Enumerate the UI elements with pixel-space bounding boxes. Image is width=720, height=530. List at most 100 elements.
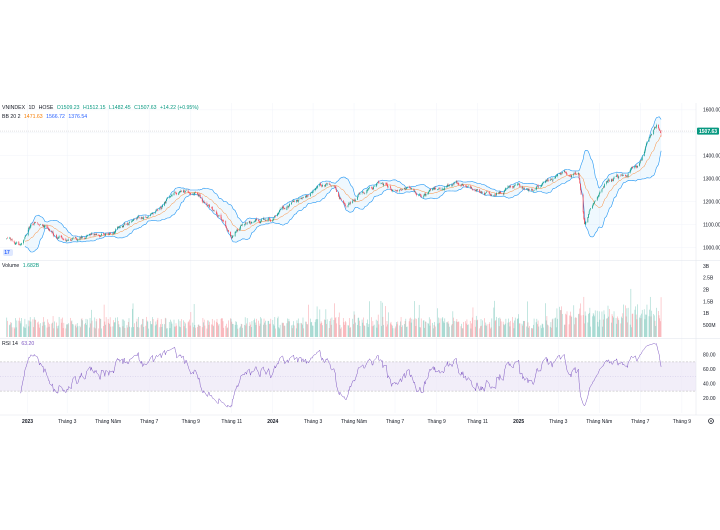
volume-bar (188, 321, 190, 337)
volume-bar (228, 320, 229, 337)
bb-upper-value: 1566.72 (46, 114, 65, 120)
volume-bar (134, 323, 135, 337)
candle-body (242, 224, 243, 225)
volume-bar (189, 319, 190, 337)
candle-body (207, 205, 209, 207)
volume-bar (361, 319, 363, 337)
volume-bar (488, 323, 490, 337)
volume-bar (244, 324, 245, 337)
candle-body (489, 193, 491, 195)
volume-bar (52, 322, 53, 337)
volume-bar (601, 311, 603, 337)
candle-body (86, 235, 88, 238)
volume-bar (129, 326, 131, 337)
volume-bar (616, 323, 618, 337)
volume-bar (178, 319, 180, 337)
candle-body (160, 208, 162, 209)
candle-body (406, 187, 407, 190)
volume-bar (390, 321, 392, 337)
icons: 17 (3, 249, 714, 424)
candle-body (267, 218, 269, 222)
candle-body (159, 208, 161, 210)
volume-bar (260, 317, 262, 337)
volume-bar (545, 303, 546, 337)
volume-bar (46, 327, 48, 337)
volume-bar (255, 325, 257, 337)
candle-body (592, 203, 594, 206)
candle-body (601, 189, 603, 192)
candle-body (414, 190, 415, 192)
candle-body (48, 227, 49, 230)
volume-bar (237, 328, 239, 337)
symbol-label[interactable]: VNINDEX (2, 105, 26, 111)
candle-body (170, 196, 171, 198)
volume-bar (494, 300, 495, 337)
candle-body (230, 231, 231, 237)
candle-body (391, 189, 393, 192)
interval-label[interactable]: 1D (28, 105, 36, 111)
volume-bar (474, 319, 476, 337)
volume-bar (414, 318, 416, 337)
volume-bar (44, 325, 46, 337)
volume-legend[interactable]: Volume 1.682B (2, 263, 41, 270)
volume-bar (215, 321, 217, 337)
volume-bar (21, 318, 22, 337)
candle-body (142, 218, 144, 219)
candle-body (296, 200, 298, 202)
volume-bar (496, 316, 497, 337)
volume-bar (122, 326, 124, 337)
volume-bar (272, 319, 274, 337)
candle-body (199, 194, 200, 196)
volume-bar (277, 316, 279, 337)
candle-body (46, 225, 48, 228)
gear-icon[interactable] (708, 418, 714, 424)
volume-bar (367, 319, 368, 337)
volume-bar (632, 313, 634, 337)
rsi-legend[interactable]: RSI 14 63.20 (2, 341, 36, 348)
volume-bar (588, 312, 590, 337)
volume-bar (273, 325, 275, 337)
volume-bar (400, 321, 401, 337)
volume-bar (343, 322, 345, 337)
volume-bar (23, 326, 24, 337)
bb-legend[interactable]: BB 20 2 1471.63 1566.72 1376.54 (2, 114, 89, 121)
candle-body (484, 193, 486, 195)
volume-bar (127, 321, 129, 337)
candle-body (627, 175, 628, 177)
volume-tick-label: 2.5B (703, 276, 714, 282)
volume-bar (179, 326, 180, 337)
volume-bar (9, 324, 11, 337)
bb-lower-line (24, 150, 662, 253)
volume-bar (594, 310, 596, 337)
volume-bar (622, 313, 624, 337)
volume-bar (608, 308, 610, 337)
bb-basis-line (24, 135, 662, 242)
volume-bar (273, 324, 274, 337)
volume-bar (131, 327, 133, 337)
volume-bar (587, 322, 589, 337)
candle-body (231, 236, 233, 239)
volume-bar (377, 320, 378, 337)
volume-bar (165, 318, 167, 337)
volume-bar (47, 319, 49, 337)
candle-body (180, 190, 182, 193)
candle-body (128, 223, 130, 225)
volume-bar (625, 305, 626, 337)
volume-bar (41, 325, 43, 337)
candle-body (597, 196, 599, 198)
candle-body (240, 225, 241, 229)
volume-bar (659, 318, 661, 337)
candle-body (659, 128, 661, 131)
volume-bar (220, 318, 222, 337)
volume-bar (394, 328, 396, 337)
candle-body (33, 222, 35, 225)
volume-bar (546, 316, 548, 337)
volume-bar (121, 319, 123, 337)
candle-body (122, 225, 124, 227)
volume-bar (613, 317, 614, 337)
candle-body (564, 171, 566, 172)
volume-bar (615, 317, 617, 337)
volume-bar (588, 314, 589, 337)
candle-body (476, 189, 478, 191)
